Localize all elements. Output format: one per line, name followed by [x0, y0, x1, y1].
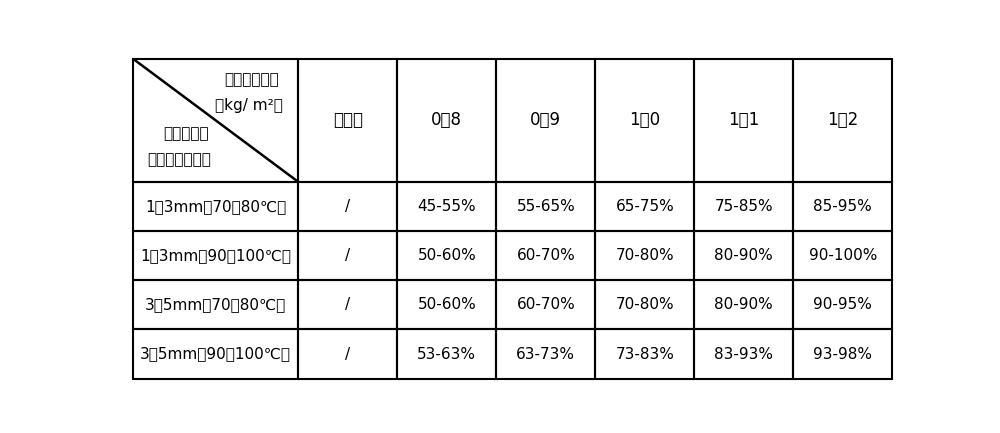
Text: 90-100%: 90-100%: [809, 248, 877, 263]
Bar: [298, 231, 397, 280]
Text: 0．8: 0．8: [431, 111, 462, 129]
Text: 83-93%: 83-93%: [714, 346, 773, 362]
Bar: [133, 58, 298, 182]
Bar: [793, 330, 892, 379]
Bar: [595, 231, 694, 280]
Text: 80-90%: 80-90%: [714, 297, 773, 312]
Bar: [496, 182, 595, 231]
Bar: [298, 182, 397, 231]
Bar: [595, 58, 694, 182]
Bar: [694, 231, 793, 280]
Bar: [133, 330, 298, 379]
Bar: [793, 231, 892, 280]
Text: （kg/ m²）: （kg/ m²）: [215, 98, 283, 113]
Text: 1～3mm（70～80℃）: 1～3mm（70～80℃）: [145, 199, 286, 214]
Bar: [298, 58, 397, 182]
Bar: [397, 58, 496, 182]
Bar: [397, 280, 496, 330]
Text: 机制沙粒径: 机制沙粒径: [163, 126, 209, 141]
Text: 50-60%: 50-60%: [417, 297, 476, 312]
Text: 90-95%: 90-95%: [813, 297, 872, 312]
Text: 0．9: 0．9: [530, 111, 561, 129]
Bar: [397, 182, 496, 231]
Text: 65-75%: 65-75%: [615, 199, 674, 214]
Text: /: /: [345, 199, 350, 214]
Text: /: /: [345, 297, 350, 312]
Text: 45-55%: 45-55%: [417, 199, 476, 214]
Text: 范围及加热温度: 范围及加热温度: [147, 152, 211, 167]
Text: 1．1: 1．1: [728, 111, 759, 129]
Bar: [133, 182, 298, 231]
Bar: [595, 182, 694, 231]
Text: 93-98%: 93-98%: [813, 346, 872, 362]
Bar: [793, 182, 892, 231]
Text: 3～5mm（90～100℃）: 3～5mm（90～100℃）: [140, 346, 291, 362]
Bar: [133, 280, 298, 330]
Text: /: /: [345, 248, 350, 263]
Text: 60-70%: 60-70%: [516, 297, 575, 312]
Bar: [397, 330, 496, 379]
Bar: [496, 280, 595, 330]
Text: 1～3mm（90～100℃）: 1～3mm（90～100℃）: [140, 248, 291, 263]
Bar: [694, 330, 793, 379]
Text: 80-90%: 80-90%: [714, 248, 773, 263]
Text: /: /: [345, 346, 350, 362]
Bar: [496, 231, 595, 280]
Bar: [496, 330, 595, 379]
Text: 70-80%: 70-80%: [615, 297, 674, 312]
Text: 未洒布: 未洒布: [333, 111, 363, 129]
Bar: [694, 58, 793, 182]
Bar: [133, 231, 298, 280]
Bar: [595, 280, 694, 330]
Text: 70-80%: 70-80%: [615, 248, 674, 263]
Text: 73-83%: 73-83%: [615, 346, 674, 362]
Bar: [298, 280, 397, 330]
Text: 1．0: 1．0: [629, 111, 660, 129]
Bar: [298, 330, 397, 379]
Text: 50-60%: 50-60%: [417, 248, 476, 263]
Text: 机制沙洒布量: 机制沙洒布量: [225, 72, 279, 87]
Text: 63-73%: 63-73%: [516, 346, 575, 362]
Bar: [595, 330, 694, 379]
Text: 60-70%: 60-70%: [516, 248, 575, 263]
Text: 55-65%: 55-65%: [516, 199, 575, 214]
Bar: [793, 58, 892, 182]
Bar: [496, 58, 595, 182]
Bar: [397, 231, 496, 280]
Bar: [694, 182, 793, 231]
Bar: [694, 280, 793, 330]
Text: 53-63%: 53-63%: [417, 346, 476, 362]
Text: 1．2: 1．2: [827, 111, 858, 129]
Text: 85-95%: 85-95%: [813, 199, 872, 214]
Text: 75-85%: 75-85%: [714, 199, 773, 214]
Text: 3～5mm（70～80℃）: 3～5mm（70～80℃）: [145, 297, 286, 312]
Bar: [793, 280, 892, 330]
